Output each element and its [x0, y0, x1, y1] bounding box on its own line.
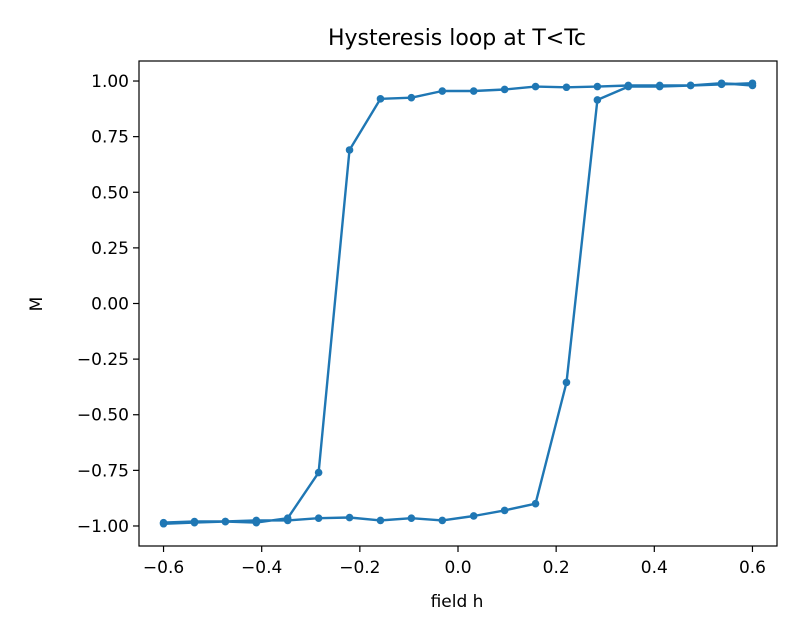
y-tick-label: 1.00 [91, 72, 129, 92]
data-point [190, 518, 199, 527]
y-tick-label: 0.50 [91, 183, 129, 203]
data-point [407, 514, 416, 522]
data-point [624, 81, 633, 90]
data-point [438, 516, 447, 525]
magnetization-curve [163, 82, 754, 525]
y-tick-label: −0.75 [77, 461, 129, 481]
y-tick-label: 0.75 [91, 128, 129, 148]
y-axis: 1.00 0.75 0.50 0.25 0.00 −0.25 −0.50 −0.75 −1.00 [77, 72, 139, 537]
data-point [593, 82, 602, 91]
data-point [438, 87, 447, 95]
y-tick-label: 0.25 [91, 239, 129, 259]
data-point [531, 499, 540, 508]
data-point [314, 514, 323, 522]
data-point [500, 506, 509, 515]
data-point [593, 96, 602, 104]
data-point [314, 468, 323, 477]
x-tick-label: −0.4 [241, 558, 282, 578]
data-point [717, 79, 726, 88]
data-point [221, 517, 230, 526]
y-tick-label: −1.00 [77, 517, 129, 537]
plot-frame [138, 60, 778, 547]
data-point [345, 146, 354, 154]
data-point [407, 93, 416, 102]
data-point [562, 83, 571, 92]
data-point [469, 512, 478, 520]
data-point [252, 518, 261, 527]
data-point [748, 81, 757, 90]
x-tick-label: −0.6 [143, 558, 184, 578]
y-tick-label: −0.25 [77, 350, 129, 370]
y-axis-label: M [27, 297, 47, 312]
x-axis: −0.6 −0.4 −0.2 0.0 0.2 0.4 0.6 [143, 546, 766, 578]
data-point [376, 95, 385, 103]
x-axis-label: field h [431, 592, 484, 612]
data-point [686, 81, 695, 90]
data-point [469, 87, 478, 95]
data-point [655, 81, 664, 90]
data-point [283, 514, 292, 522]
x-tick-label: 0.6 [739, 558, 766, 578]
y-tick-label: −0.50 [77, 406, 129, 426]
data-point [159, 519, 168, 528]
y-tick-label: 0.00 [91, 295, 129, 315]
data-point [531, 82, 540, 91]
data-points [159, 79, 757, 528]
chart-title: Hysteresis loop at T<Tc [328, 26, 586, 51]
x-tick-label: −0.2 [339, 558, 380, 578]
data-point [500, 85, 509, 94]
x-tick-label: 0.0 [444, 558, 471, 578]
data-point [376, 516, 385, 525]
x-tick-label: 0.2 [543, 558, 570, 578]
x-tick-label: 0.4 [641, 558, 668, 578]
data-point [345, 513, 354, 522]
data-point [562, 378, 571, 387]
